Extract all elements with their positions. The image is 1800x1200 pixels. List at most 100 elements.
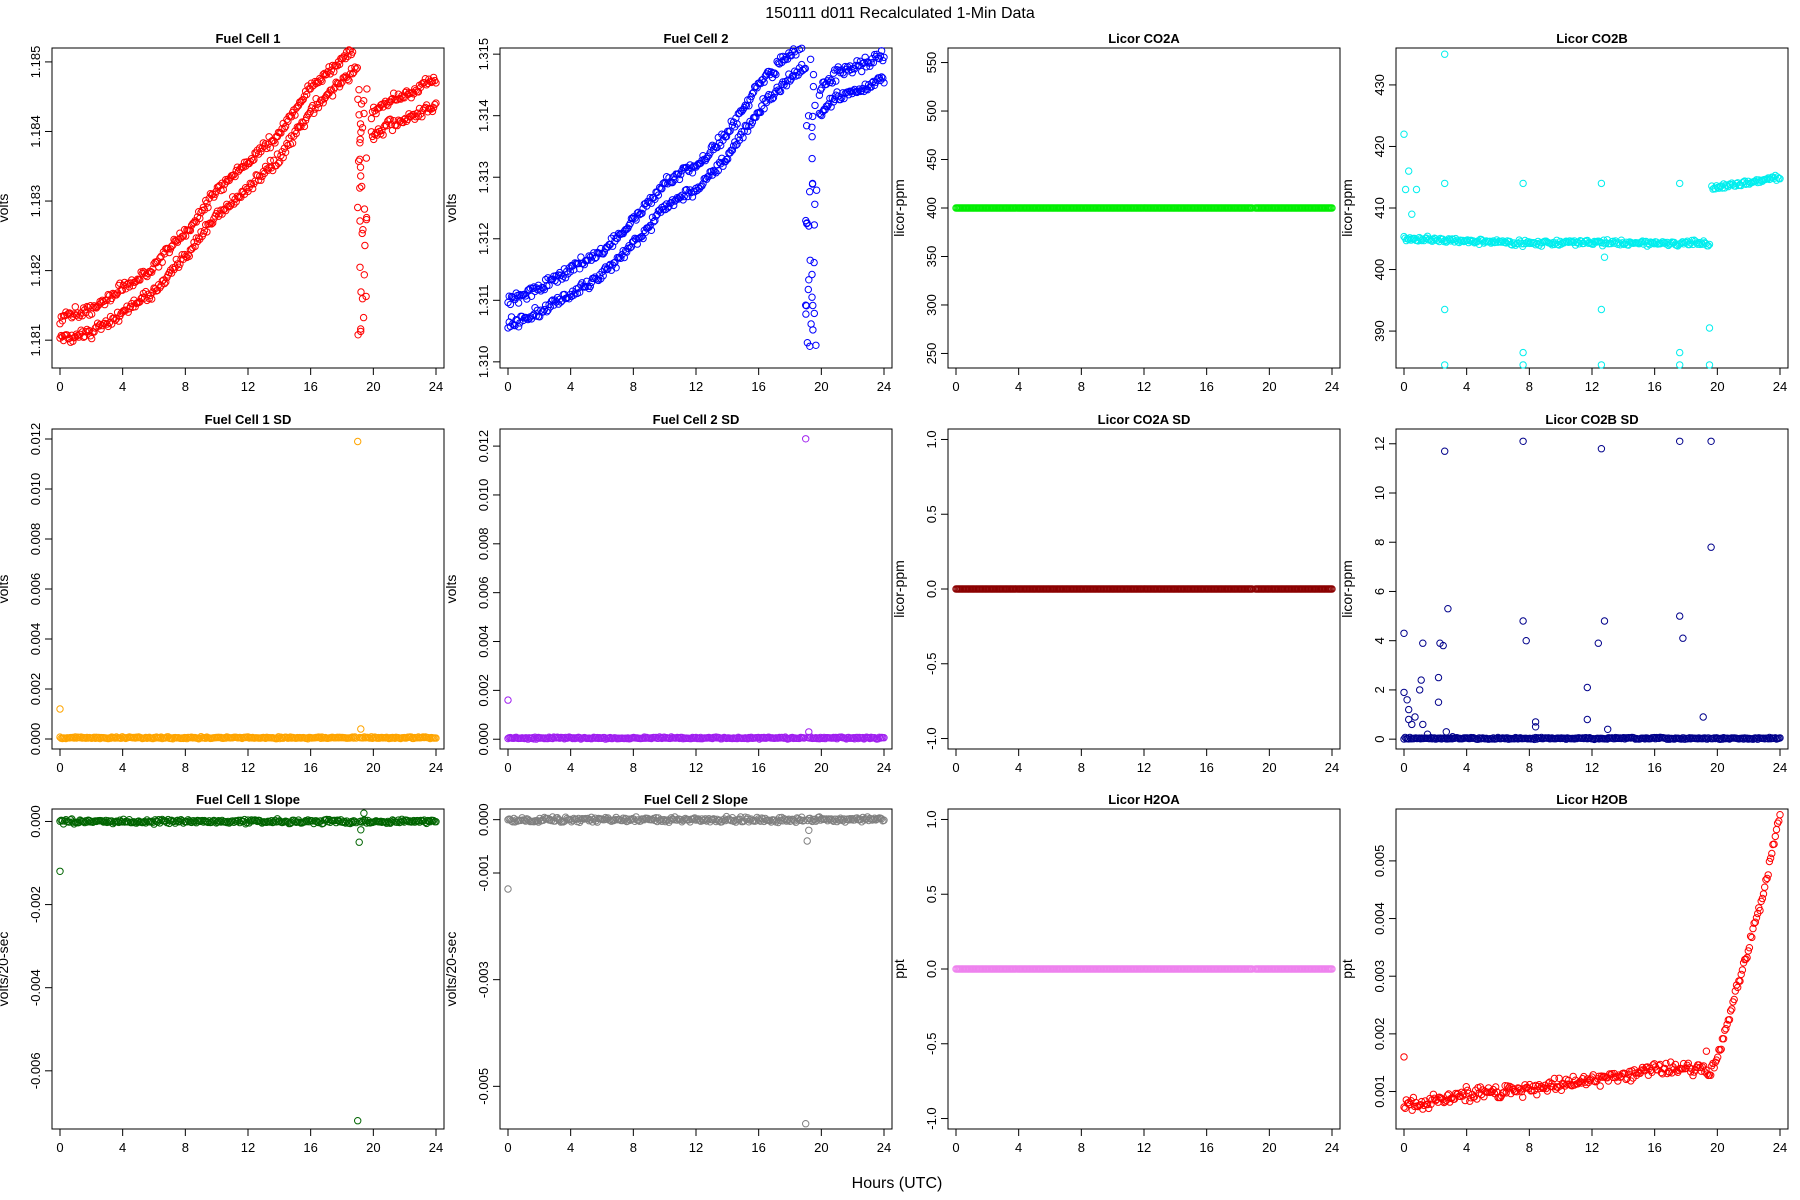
data-point bbox=[1600, 253, 1609, 261]
data-point bbox=[109, 289, 117, 298]
data-point bbox=[1405, 705, 1413, 714]
data-point bbox=[729, 118, 738, 126]
data-point bbox=[111, 316, 119, 324]
data-point bbox=[209, 219, 217, 227]
x-tick-label: 20 bbox=[1710, 1140, 1724, 1155]
data-point bbox=[358, 124, 367, 132]
data-point bbox=[362, 292, 370, 301]
y-axis-label: volts bbox=[443, 194, 459, 223]
data-point bbox=[1710, 1064, 1718, 1072]
data-point bbox=[803, 122, 811, 130]
data-point bbox=[195, 234, 203, 242]
data-point bbox=[1441, 1098, 1449, 1106]
data-point bbox=[1761, 883, 1769, 891]
data-point bbox=[1400, 629, 1408, 637]
data-point bbox=[594, 276, 603, 285]
data-point bbox=[1758, 177, 1767, 185]
data-point bbox=[1328, 204, 1336, 212]
data-point bbox=[1440, 1098, 1448, 1107]
data-point bbox=[809, 112, 817, 121]
x-tick-label: 20 bbox=[814, 1140, 828, 1155]
data-point bbox=[153, 286, 162, 295]
data-point bbox=[299, 119, 307, 127]
data-point bbox=[173, 260, 182, 268]
figure-title: 150111 d011 Recalculated 1-Min Data bbox=[765, 5, 1035, 22]
y-tick-label: 12 bbox=[1372, 437, 1387, 451]
data-point bbox=[804, 285, 812, 294]
data-point bbox=[540, 285, 549, 294]
data-point bbox=[1412, 185, 1421, 194]
data-point bbox=[223, 200, 231, 209]
data-point bbox=[256, 144, 264, 152]
data-point bbox=[832, 77, 840, 85]
y-axis-label: licor-ppm bbox=[891, 560, 907, 618]
data-point bbox=[1772, 176, 1781, 184]
data-point bbox=[311, 105, 319, 113]
y-tick-label: 390 bbox=[1372, 320, 1387, 342]
data-point bbox=[428, 107, 437, 116]
data-point bbox=[1522, 637, 1530, 645]
data-point bbox=[362, 213, 371, 222]
data-point bbox=[1596, 1082, 1604, 1090]
data-point bbox=[1434, 698, 1443, 706]
data-point bbox=[360, 809, 368, 817]
data-point bbox=[756, 79, 765, 88]
data-point bbox=[1423, 730, 1432, 738]
x-tick-label: 12 bbox=[689, 1140, 703, 1155]
panel: Licor CO2A SD0 4 8 12 16 20 24-1.0-0.50.00.51.… bbox=[891, 412, 1341, 775]
x-tick-label: 20 bbox=[1262, 1140, 1276, 1155]
data-point bbox=[257, 147, 265, 156]
x-tick-label: 8 bbox=[1526, 1140, 1533, 1155]
data-point bbox=[358, 182, 366, 191]
data-point bbox=[798, 44, 806, 52]
x-tick-label: 16 bbox=[751, 379, 765, 394]
plot-frame bbox=[499, 428, 893, 750]
data-point bbox=[1442, 1096, 1451, 1105]
data-point bbox=[707, 143, 715, 151]
data-point bbox=[1679, 634, 1687, 642]
data-point bbox=[1519, 348, 1527, 357]
data-point bbox=[615, 253, 624, 261]
data-point bbox=[358, 295, 367, 303]
data-point bbox=[195, 817, 203, 825]
y-axis-label: licor-ppm bbox=[891, 179, 907, 237]
y-tick-label: -0.5 bbox=[924, 1033, 939, 1055]
data-point bbox=[596, 249, 604, 258]
data-point bbox=[880, 816, 888, 824]
data-point bbox=[827, 815, 835, 823]
data-point bbox=[744, 127, 752, 135]
data-point bbox=[504, 885, 512, 893]
data-point bbox=[432, 79, 440, 87]
data-point bbox=[222, 818, 230, 826]
data-point bbox=[232, 198, 240, 206]
data-point bbox=[1519, 179, 1527, 188]
data-point bbox=[506, 322, 515, 331]
data-point bbox=[1751, 918, 1760, 926]
data-point bbox=[148, 295, 156, 303]
data-point bbox=[297, 123, 305, 131]
data-point bbox=[1776, 175, 1784, 183]
y-tick-label: -0.005 bbox=[476, 1068, 491, 1105]
data-point bbox=[1714, 1053, 1722, 1061]
x-tick-label: 0 bbox=[504, 1140, 511, 1155]
x-tick-label: 12 bbox=[1585, 379, 1599, 394]
data-point bbox=[1419, 720, 1427, 729]
data-point bbox=[880, 79, 888, 87]
data-point bbox=[266, 156, 274, 165]
data-point bbox=[714, 166, 722, 175]
data-point bbox=[257, 176, 265, 184]
data-point bbox=[1400, 130, 1408, 138]
panel-title: Fuel Cell 2 Slope bbox=[644, 792, 748, 807]
x-tick-label: 4 bbox=[119, 1140, 126, 1155]
data-point bbox=[356, 135, 364, 144]
data-point bbox=[152, 258, 161, 267]
data-point bbox=[238, 162, 246, 171]
data-point bbox=[560, 265, 569, 273]
data-point bbox=[733, 120, 741, 128]
data-point bbox=[139, 289, 148, 298]
x-tick-label: 12 bbox=[689, 379, 703, 394]
data-point bbox=[1411, 713, 1419, 721]
data-point bbox=[177, 234, 185, 242]
data-point bbox=[249, 184, 257, 193]
data-point bbox=[769, 93, 778, 102]
